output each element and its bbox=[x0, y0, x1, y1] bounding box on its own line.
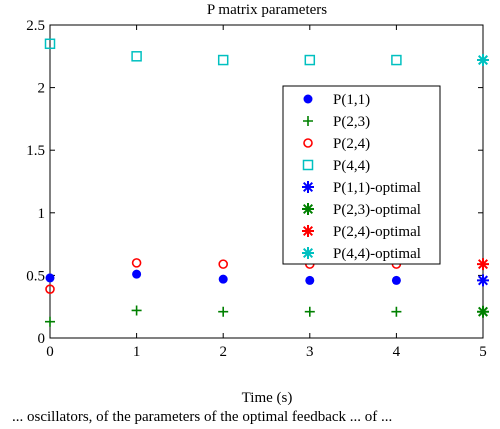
data-point bbox=[45, 284, 55, 294]
y-tick-label: 0.5 bbox=[26, 268, 45, 284]
x-tick-label: 0 bbox=[46, 344, 54, 360]
legend-label: P(2,4)-optimal bbox=[333, 224, 421, 240]
data-point bbox=[391, 275, 401, 285]
data-point bbox=[218, 259, 228, 269]
data-point bbox=[391, 54, 402, 66]
data-point bbox=[44, 38, 56, 50]
data-point bbox=[45, 316, 55, 327]
x-tick-label: 3 bbox=[306, 344, 314, 360]
legend-item: P(1,1) bbox=[303, 92, 370, 108]
plot-area bbox=[49, 24, 484, 339]
data-point bbox=[477, 305, 489, 318]
x-tick-label: 2 bbox=[219, 344, 227, 360]
data-point bbox=[131, 305, 142, 316]
data-point bbox=[131, 51, 142, 62]
x-axis-label: Time (s) bbox=[242, 390, 293, 405]
legend-label: P(4,4)-optimal bbox=[333, 246, 421, 262]
caption-text: ... oscillators, of the parameters of th… bbox=[12, 409, 393, 425]
x-tick-label: 5 bbox=[479, 344, 487, 360]
legend-label: P(4,4) bbox=[333, 158, 370, 174]
x-tick-labels: 0 1 2 3 4 5 bbox=[46, 344, 487, 360]
legend-marker bbox=[303, 138, 313, 148]
data-point bbox=[304, 54, 316, 66]
legend-marker bbox=[302, 181, 314, 193]
legend-item: P(2,3)-optimal bbox=[302, 202, 421, 218]
legend: P(1,1) P(2,3) P(2,4) P(4,4) P(1,1)-optimal P(… bbox=[282, 85, 441, 265]
y-tick-labels: 0 0.5 1 1.5 2 2.5 bbox=[26, 18, 45, 347]
data-point bbox=[132, 269, 142, 279]
legend-marker bbox=[302, 247, 314, 259]
data-point bbox=[131, 258, 142, 268]
data-point bbox=[477, 274, 489, 287]
legend-label: P(1,1)-optimal bbox=[333, 180, 421, 196]
legend-item: P(2,4)-optimal bbox=[302, 224, 421, 240]
data-point bbox=[304, 306, 315, 317]
axis-ticks bbox=[49, 24, 484, 339]
data-point bbox=[217, 54, 229, 66]
data-point bbox=[477, 258, 489, 271]
legend-item: P(4,4) bbox=[302, 158, 370, 174]
data-points bbox=[44, 38, 489, 327]
data-point bbox=[391, 306, 402, 317]
data-point bbox=[477, 54, 489, 67]
data-point bbox=[218, 274, 228, 284]
figure-caption: ... oscillators, of the parameters of th… bbox=[0, 405, 500, 429]
legend-item: P(2,4) bbox=[303, 136, 370, 152]
data-point bbox=[45, 273, 55, 283]
x-tick-label: 4 bbox=[393, 344, 401, 360]
y-tick-label: 2.5 bbox=[26, 18, 45, 34]
legend-label: P(2,3) bbox=[333, 114, 370, 130]
legend-label: P(2,3)-optimal bbox=[333, 202, 421, 218]
legend-item: P(2,3) bbox=[303, 114, 370, 130]
legend-marker bbox=[303, 94, 313, 104]
x-tick-label: 1 bbox=[133, 344, 141, 360]
y-tick-label: 2 bbox=[38, 81, 46, 97]
y-tick-label: 0 bbox=[38, 331, 46, 347]
legend-item: P(1,1)-optimal bbox=[302, 180, 421, 196]
legend-box bbox=[282, 85, 441, 265]
legend-item: P(4,4)-optimal bbox=[302, 246, 421, 262]
legend-label: P(1,1) bbox=[333, 92, 370, 108]
data-point bbox=[218, 306, 229, 317]
legend-marker bbox=[302, 159, 314, 171]
chart-title: P matrix parameters bbox=[207, 2, 327, 18]
y-tick-label: 1 bbox=[38, 206, 46, 222]
legend-marker bbox=[302, 203, 314, 215]
legend-marker bbox=[303, 116, 313, 126]
data-point bbox=[305, 275, 315, 285]
legend-marker bbox=[302, 225, 314, 237]
y-tick-label: 1.5 bbox=[26, 143, 45, 159]
legend-label: P(2,4) bbox=[333, 136, 370, 152]
